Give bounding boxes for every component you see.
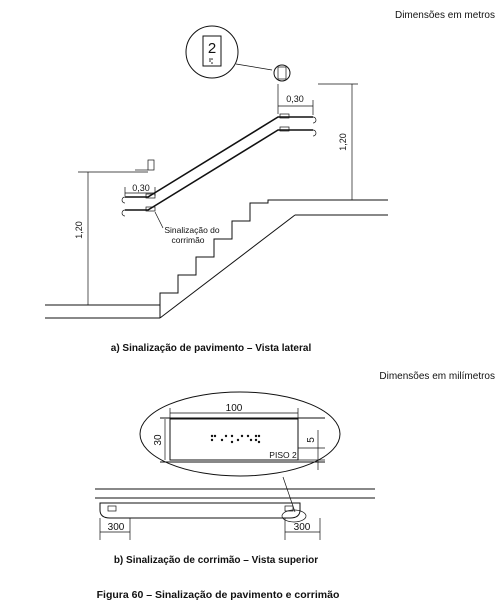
dim-handrail-extension-bottom: 0,30	[124, 183, 156, 196]
dim-handrail-extension-top: 0,30	[277, 84, 314, 115]
caption-a: a) Sinalização de pavimento – Vista late…	[111, 343, 312, 354]
dim-height: 30	[153, 419, 166, 460]
upper-landing	[278, 199, 388, 216]
dim-left: 300	[99, 518, 131, 540]
floor-sign-magnified: 2	[185, 25, 273, 79]
svg-text:100: 100	[226, 403, 243, 414]
dim-right: 300	[284, 518, 321, 540]
svg-text:1,20: 1,20	[74, 221, 84, 239]
caption-b: b) Sinalização de corrimão – Vista super…	[114, 555, 318, 566]
figure-caption: Figura 60 – Sinalização de pavimento e c…	[97, 589, 340, 601]
braille-dots-icon	[209, 58, 213, 64]
stair-soffit	[159, 214, 296, 319]
units-note-meters: Dimensões em metros	[395, 10, 495, 21]
svg-text:0,30: 0,30	[286, 94, 304, 104]
svg-text:300: 300	[294, 522, 311, 533]
dim-height-lower: 1,20	[74, 171, 148, 306]
svg-text:Sinalização do: Sinalização do	[164, 225, 220, 235]
svg-text:30: 30	[153, 434, 164, 446]
braille-dots-icon	[210, 434, 261, 444]
floor-label: PISO 2	[269, 450, 297, 460]
dim-height-upper: 1,20	[318, 83, 358, 201]
lower-floor	[45, 304, 160, 319]
svg-text:300: 300	[108, 522, 125, 533]
sign-number: 2	[208, 40, 216, 57]
dim-gap: 5	[298, 430, 325, 470]
handrail	[121, 113, 317, 217]
floor-sign-top	[273, 64, 291, 82]
svg-text:1,20: 1,20	[338, 133, 348, 151]
svg-text:5: 5	[306, 437, 317, 443]
handrail-signage-label: Sinalização do corrimão	[154, 211, 220, 245]
units-note-millimeters: Dimensões em milímetros	[379, 371, 495, 382]
stair-profile	[159, 199, 278, 318]
svg-text:0,30: 0,30	[132, 183, 150, 193]
handrail-plan-view	[95, 488, 375, 523]
floor-sign-bottom	[135, 159, 155, 171]
dim-width: 100	[169, 403, 299, 419]
handrail-signage-magnified	[139, 391, 341, 477]
svg-text:corrimão: corrimão	[171, 235, 204, 245]
